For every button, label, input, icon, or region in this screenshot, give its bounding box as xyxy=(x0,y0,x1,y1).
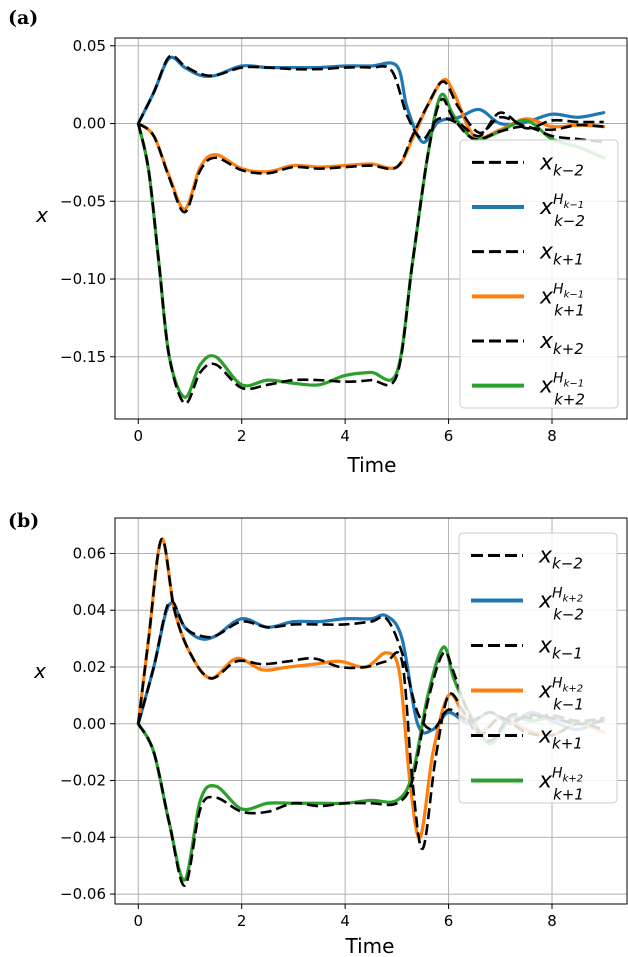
x-tick-label: 4 xyxy=(340,912,350,930)
plot-frame-a xyxy=(114,37,628,420)
series-line xyxy=(136,537,605,850)
chart-panel-b: (b) 0 2 4 6 8 0.06 0.04 0.02 0.00 −0.02 −0.04 −0.06… xyxy=(8,510,628,957)
y-tick-label: −0.15 xyxy=(60,348,106,366)
panel-label-a: (a) xyxy=(8,7,38,29)
x-tick-label: 0 xyxy=(133,427,143,445)
legend-label: xk+1 xyxy=(539,240,584,269)
series-line xyxy=(137,54,604,141)
y-tick-label: −0.10 xyxy=(60,270,106,288)
panel-label-b: (b) xyxy=(8,510,39,532)
legend-label: xk+2 xyxy=(539,329,584,358)
y-tick-label: 0.04 xyxy=(73,601,106,619)
chart-panel-a: (a) 0 2 4 6 80.050.00−0.05−0.10−0.15 Time x … xyxy=(8,7,628,477)
y-tick-label: −0.04 xyxy=(60,828,106,846)
series-line xyxy=(137,80,604,214)
series-lines-a xyxy=(136,54,606,405)
x-tick-label: 2 xyxy=(237,427,247,445)
y-axis-label-a: x xyxy=(35,203,48,227)
x-axis-label-a: Time xyxy=(347,453,397,477)
legend-label: xk−2 xyxy=(538,544,583,573)
legend-label: xk−2 xyxy=(539,150,584,179)
x-tick-label: 6 xyxy=(444,427,454,445)
legend-a: xk−2 xHk−1 k−2 xk+1 xHk−1 k+1 xk+2 xHk−1 k+2 xyxy=(459,139,619,409)
legend-label: xk+1 xyxy=(538,724,583,753)
axis-ticks-a: 0 2 4 6 8 0.05 0.00 −0.05 −0.10 −0.15 xyxy=(60,37,557,445)
legend-label: xHk+2 k−2 xyxy=(538,586,584,624)
series-line xyxy=(137,97,604,405)
legend-b: xk−2 xHk+2 k−2 xk−1 xHk+2 k−1 xk+1 xHk+2 k+1 xyxy=(458,532,618,804)
series-line xyxy=(136,55,606,144)
x-tick-label: 2 xyxy=(237,912,247,930)
legend-label: xHk+2 k−1 xyxy=(538,676,584,714)
y-tick-label: 0.02 xyxy=(73,658,106,676)
legend-label: xHk−1 k+1 xyxy=(539,281,585,319)
y-tick-label: 0.00 xyxy=(73,715,106,733)
legend-label: xHk−1 k−2 xyxy=(539,192,585,230)
legend-label: xk−1 xyxy=(538,634,583,663)
x-tick-label: 8 xyxy=(547,427,557,445)
x-tick-label: 4 xyxy=(340,427,350,445)
plot-frame-b xyxy=(114,517,628,905)
y-axis-label-b: x xyxy=(33,659,46,683)
y-tick-label: 0.06 xyxy=(73,544,106,562)
x-tick-label: 0 xyxy=(133,912,143,930)
y-tick-label: −0.05 xyxy=(60,192,106,210)
y-tick-label: −0.06 xyxy=(60,885,106,903)
y-tick-label: 0.05 xyxy=(73,37,106,55)
axis-ticks-b: 0 2 4 6 8 0.06 0.04 0.02 0.00 −0.02 −0.04 −0.06 xyxy=(60,544,557,930)
y-tick-label: −0.02 xyxy=(60,772,106,790)
x-axis-label-b: Time xyxy=(345,934,395,957)
x-tick-label: 8 xyxy=(547,912,557,930)
legend-label: xHk+2 k+1 xyxy=(538,766,584,804)
legend-label: xHk−1 k+2 xyxy=(539,371,585,409)
legend-box xyxy=(458,532,618,804)
series-line xyxy=(137,599,604,731)
x-tick-label: 6 xyxy=(444,912,454,930)
legend-box xyxy=(459,139,619,409)
y-tick-label: 0.00 xyxy=(73,115,106,133)
